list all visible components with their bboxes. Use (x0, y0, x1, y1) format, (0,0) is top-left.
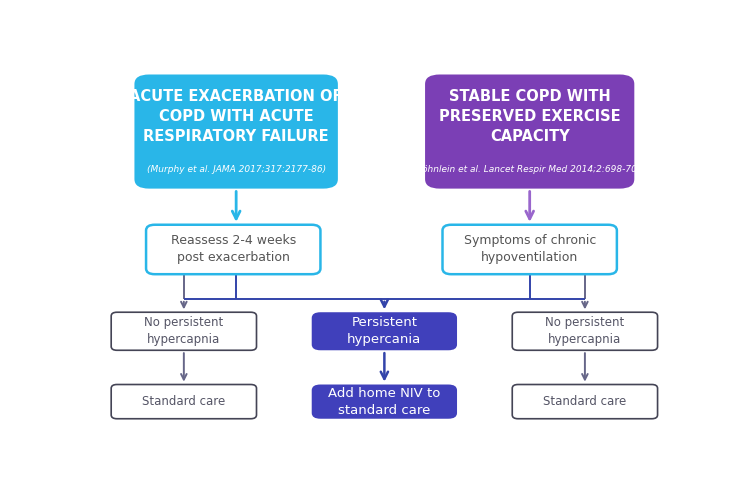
Text: Persistent
hypercania: Persistent hypercania (347, 316, 422, 346)
Text: No persistent
hypercapnia: No persistent hypercapnia (545, 316, 625, 346)
FancyBboxPatch shape (111, 312, 256, 350)
FancyBboxPatch shape (312, 312, 457, 350)
FancyBboxPatch shape (111, 384, 256, 419)
FancyBboxPatch shape (312, 384, 457, 419)
Text: (Murphy et al. JAMA 2017;317:2177-86): (Murphy et al. JAMA 2017;317:2177-86) (146, 165, 326, 174)
Text: No persistent
hypercapnia: No persistent hypercapnia (144, 316, 224, 346)
FancyBboxPatch shape (442, 225, 616, 274)
FancyBboxPatch shape (512, 312, 658, 350)
Text: (Köhnlein et al. Lancet Respir Med 2014;2:698-705): (Köhnlein et al. Lancet Respir Med 2014;… (413, 165, 646, 174)
Text: Add home NIV to
standard care: Add home NIV to standard care (328, 387, 440, 416)
Text: ACUTE EXACERBATION OF
COPD WITH ACUTE
RESPIRATORY FAILURE: ACUTE EXACERBATION OF COPD WITH ACUTE RE… (130, 89, 343, 144)
FancyBboxPatch shape (425, 75, 634, 189)
Text: Reassess 2-4 weeks
post exacerbation: Reassess 2-4 weeks post exacerbation (170, 235, 296, 264)
Text: Standard care: Standard care (543, 395, 626, 408)
Text: Symptoms of chronic
hypoventilation: Symptoms of chronic hypoventilation (464, 235, 596, 264)
Text: Standard care: Standard care (142, 395, 226, 408)
FancyBboxPatch shape (512, 384, 658, 419)
FancyBboxPatch shape (134, 75, 338, 189)
Text: STABLE COPD WITH
PRESERVED EXERCISE
CAPACITY: STABLE COPD WITH PRESERVED EXERCISE CAPA… (439, 89, 620, 144)
FancyBboxPatch shape (146, 225, 320, 274)
